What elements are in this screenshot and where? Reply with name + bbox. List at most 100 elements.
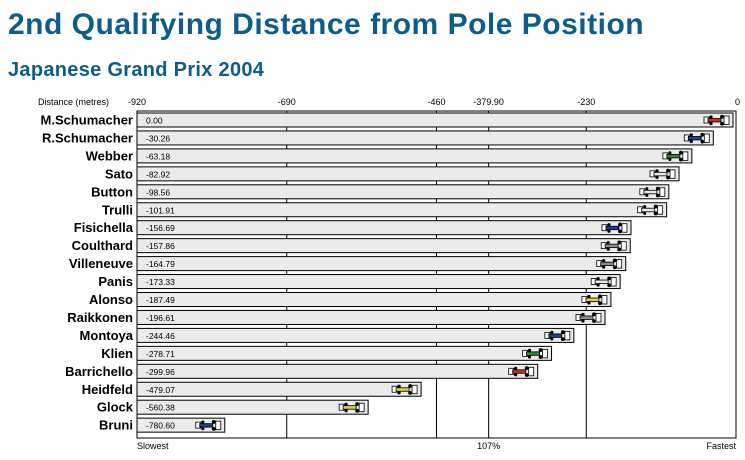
car-wheel	[655, 193, 660, 198]
car-rear-wing	[542, 348, 548, 359]
car-wheel	[653, 211, 658, 216]
car-rear-wing	[659, 187, 666, 197]
driver-name: Coulthard	[72, 238, 133, 253]
car-wheel	[618, 222, 622, 227]
car-body	[579, 315, 594, 320]
bottom-label: Slowest	[137, 441, 169, 451]
car-wheel	[592, 319, 596, 324]
driver-name: Fisichella	[74, 220, 134, 235]
bar	[136, 130, 714, 146]
car-wheel	[598, 301, 602, 306]
car-wheel	[645, 193, 649, 197]
driver-name: Raikkonen	[67, 310, 133, 325]
driver-name: Montoya	[80, 328, 134, 343]
car-wheel	[408, 391, 412, 395]
value-label: -156.69	[146, 223, 175, 233]
car-wheel	[720, 114, 724, 119]
value-label: -187.49	[146, 295, 175, 305]
value-label: -63.18	[146, 151, 170, 161]
driver-name: Alonso	[89, 292, 133, 307]
bar	[136, 256, 627, 272]
car-rear-wing	[703, 133, 710, 143]
car-wheel	[678, 157, 683, 162]
value-label: -244.46	[146, 331, 175, 341]
car-body	[643, 189, 658, 195]
car-body	[594, 279, 609, 284]
car-icon	[649, 168, 676, 180]
car-wheel	[344, 402, 348, 406]
value-label: -82.92	[146, 169, 170, 179]
car-body	[687, 136, 702, 141]
car-wheel	[211, 426, 216, 431]
value-label: -157.86	[146, 241, 175, 251]
car-wheel	[514, 366, 518, 370]
bar	[136, 363, 539, 379]
car-wheel	[668, 157, 672, 161]
car-wheel	[653, 204, 658, 209]
value-label: -30.26	[146, 133, 170, 143]
car-icon	[590, 276, 617, 288]
driver-name: Glock	[97, 400, 134, 415]
car-wheel	[355, 409, 360, 413]
car-wheel	[607, 229, 611, 233]
bar	[136, 327, 575, 343]
driver-name: Panis	[98, 274, 133, 289]
tick-label: -379.90	[473, 97, 504, 107]
bar-layer: 0.00 -30.26 -63.18 -82.92 -98.56 -101.91 -156.…	[136, 112, 734, 433]
driver-name: Webber	[86, 148, 133, 163]
car-wheel	[587, 301, 591, 305]
car-body	[707, 118, 722, 123]
car-body	[585, 297, 600, 302]
car-wheel	[655, 175, 659, 179]
car-wheel	[689, 139, 693, 144]
car-wheel	[606, 247, 610, 251]
car-wheel	[720, 121, 724, 126]
car-rear-wing	[601, 295, 608, 305]
value-label: 0.00	[146, 116, 163, 126]
car-wheel	[344, 409, 348, 413]
car-body	[641, 207, 656, 213]
bar	[136, 292, 612, 307]
car-rear-wing	[595, 313, 602, 323]
car-body	[604, 243, 619, 249]
car-wheel	[617, 247, 622, 252]
car-wheel	[700, 139, 705, 144]
driver-name: Sato	[105, 166, 133, 181]
car-rear-wing	[610, 277, 617, 287]
bar	[136, 381, 422, 397]
car-wheel	[645, 187, 649, 191]
car-wheel	[397, 391, 401, 395]
driver-name: Heidfeld	[82, 382, 133, 397]
bar	[136, 309, 606, 325]
car-wheel	[689, 133, 693, 137]
car-rear-wing	[669, 169, 676, 179]
value-label: -196.61	[146, 313, 175, 323]
tick-label: -920	[128, 97, 146, 107]
car-wheel	[587, 294, 591, 299]
tick-label: -230	[577, 97, 595, 107]
car-icon	[601, 222, 628, 234]
car-wheel	[592, 312, 596, 317]
car-icon	[639, 186, 666, 198]
driver-name: Klien	[101, 346, 133, 361]
driver-name: M.Schumacher	[41, 113, 133, 128]
value-label: -299.96	[146, 367, 175, 377]
car-wheel	[524, 373, 529, 377]
driver-name: Barrichello	[65, 364, 133, 379]
car-wheel	[612, 265, 617, 270]
car-wheel	[596, 276, 600, 281]
car-body	[395, 387, 410, 392]
car-wheel	[201, 420, 205, 424]
car-wheel	[643, 205, 647, 209]
car-body	[199, 423, 214, 428]
car-wheel	[618, 229, 622, 234]
car-wheel	[598, 294, 602, 299]
car-body	[548, 333, 563, 338]
driver-name: R.Schumacher	[42, 130, 133, 145]
car-icon	[522, 348, 548, 359]
car-wheel	[596, 283, 600, 287]
car-wheel	[560, 330, 565, 335]
car-rear-wing	[215, 420, 222, 431]
car-wheel	[612, 258, 617, 263]
car-icon	[703, 114, 730, 126]
